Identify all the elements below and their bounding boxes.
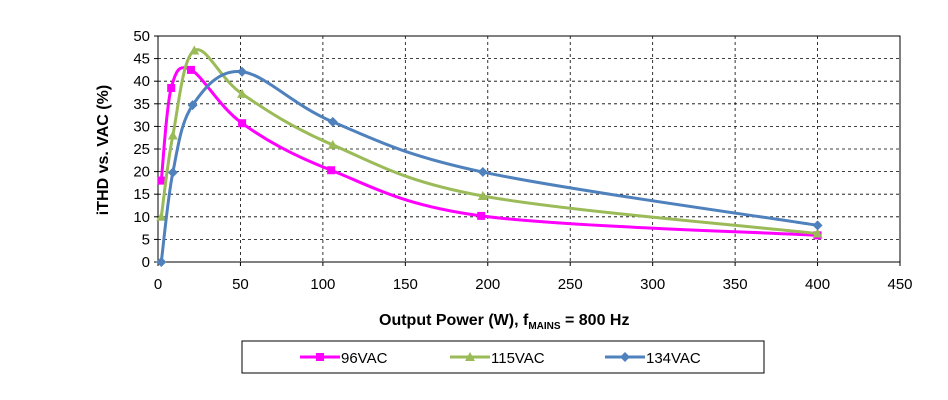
data-point-134VAC [327, 116, 338, 127]
data-point-115VAC [189, 45, 200, 55]
legend-label: 134VAC [646, 350, 701, 367]
data-point-96VAC [167, 83, 176, 92]
gridlines [158, 36, 900, 262]
y-tick-label: 15 [133, 186, 150, 203]
data-point-96VAC [238, 119, 247, 128]
series-134VAC [156, 66, 823, 267]
data-point-134VAC [812, 220, 823, 231]
y-axis-title: iTHD vs. VAC (%) [95, 85, 112, 215]
y-tick-label: 0 [142, 254, 150, 271]
x-tick-label: 200 [475, 276, 500, 293]
data-point-96VAC [157, 176, 166, 185]
data-point-115VAC [156, 211, 167, 221]
legend-label: 96VAC [341, 350, 388, 367]
y-tick-label: 45 [133, 51, 150, 68]
data-point-115VAC [477, 191, 488, 201]
data-point-134VAC [167, 167, 178, 178]
series-line-134VAC [159, 70, 818, 263]
legend-label: 115VAC [491, 350, 545, 367]
data-point-115VAC [237, 88, 248, 98]
data-point-134VAC [187, 100, 198, 111]
data-point-96VAC [477, 211, 486, 220]
y-tick-label: 35 [133, 96, 150, 113]
y-tick-label: 40 [133, 73, 150, 90]
data-point-134VAC [237, 66, 248, 77]
x-tick-label: 150 [393, 276, 418, 293]
x-tick-label: 400 [805, 276, 830, 293]
y-tick-label: 25 [133, 141, 150, 158]
x-tick-label: 350 [723, 276, 748, 293]
data-point-134VAC [156, 257, 167, 267]
x-axis-title-subscript: MAINS [528, 321, 561, 332]
legend-item-134VAC: 134VAC [605, 350, 701, 367]
data-point-115VAC [167, 130, 178, 140]
series-line-115VAC [159, 48, 818, 236]
series-group [156, 45, 823, 267]
x-tick-label: 250 [558, 276, 583, 293]
legend-marker [316, 353, 324, 361]
series-96VAC [157, 65, 822, 240]
data-point-115VAC [812, 228, 823, 238]
x-tick-label: 0 [154, 276, 162, 293]
data-point-115VAC [327, 139, 338, 149]
series-115VAC [156, 45, 823, 238]
y-tick-label: 50 [133, 28, 150, 45]
x-axis-title-tail: = 800 Hz [561, 312, 630, 329]
y-tick-label: 10 [133, 209, 150, 226]
x-axis-title: Output Power (W), fMAINS = 800 Hz [379, 312, 629, 332]
legend-marker [465, 352, 475, 361]
series-line-96VAC [159, 66, 818, 237]
data-point-96VAC [186, 65, 195, 74]
data-point-134VAC [477, 167, 488, 178]
x-axis-ticks: 0 50 100 150 200 250 300 350 400 450 [154, 262, 913, 293]
y-tick-label: 5 [142, 231, 150, 248]
y-tick-label: 20 [133, 164, 150, 181]
legend: 96VAC 115VAC 134VAC [241, 340, 765, 374]
x-axis-title-main: Output Power (W), f [379, 312, 529, 329]
x-tick-label: 450 [887, 276, 912, 293]
x-tick-label: 50 [232, 276, 249, 293]
legend-marker [620, 352, 630, 362]
y-tick-label: 30 [133, 118, 150, 135]
legend-item-115VAC: 115VAC [450, 350, 545, 367]
x-tick-label: 100 [310, 276, 335, 293]
x-tick-label: 300 [640, 276, 665, 293]
data-point-96VAC [327, 166, 336, 175]
y-axis-ticks: 0 5 10 15 20 25 30 35 40 45 50 [133, 28, 158, 271]
legend-item-96VAC: 96VAC [300, 350, 388, 367]
